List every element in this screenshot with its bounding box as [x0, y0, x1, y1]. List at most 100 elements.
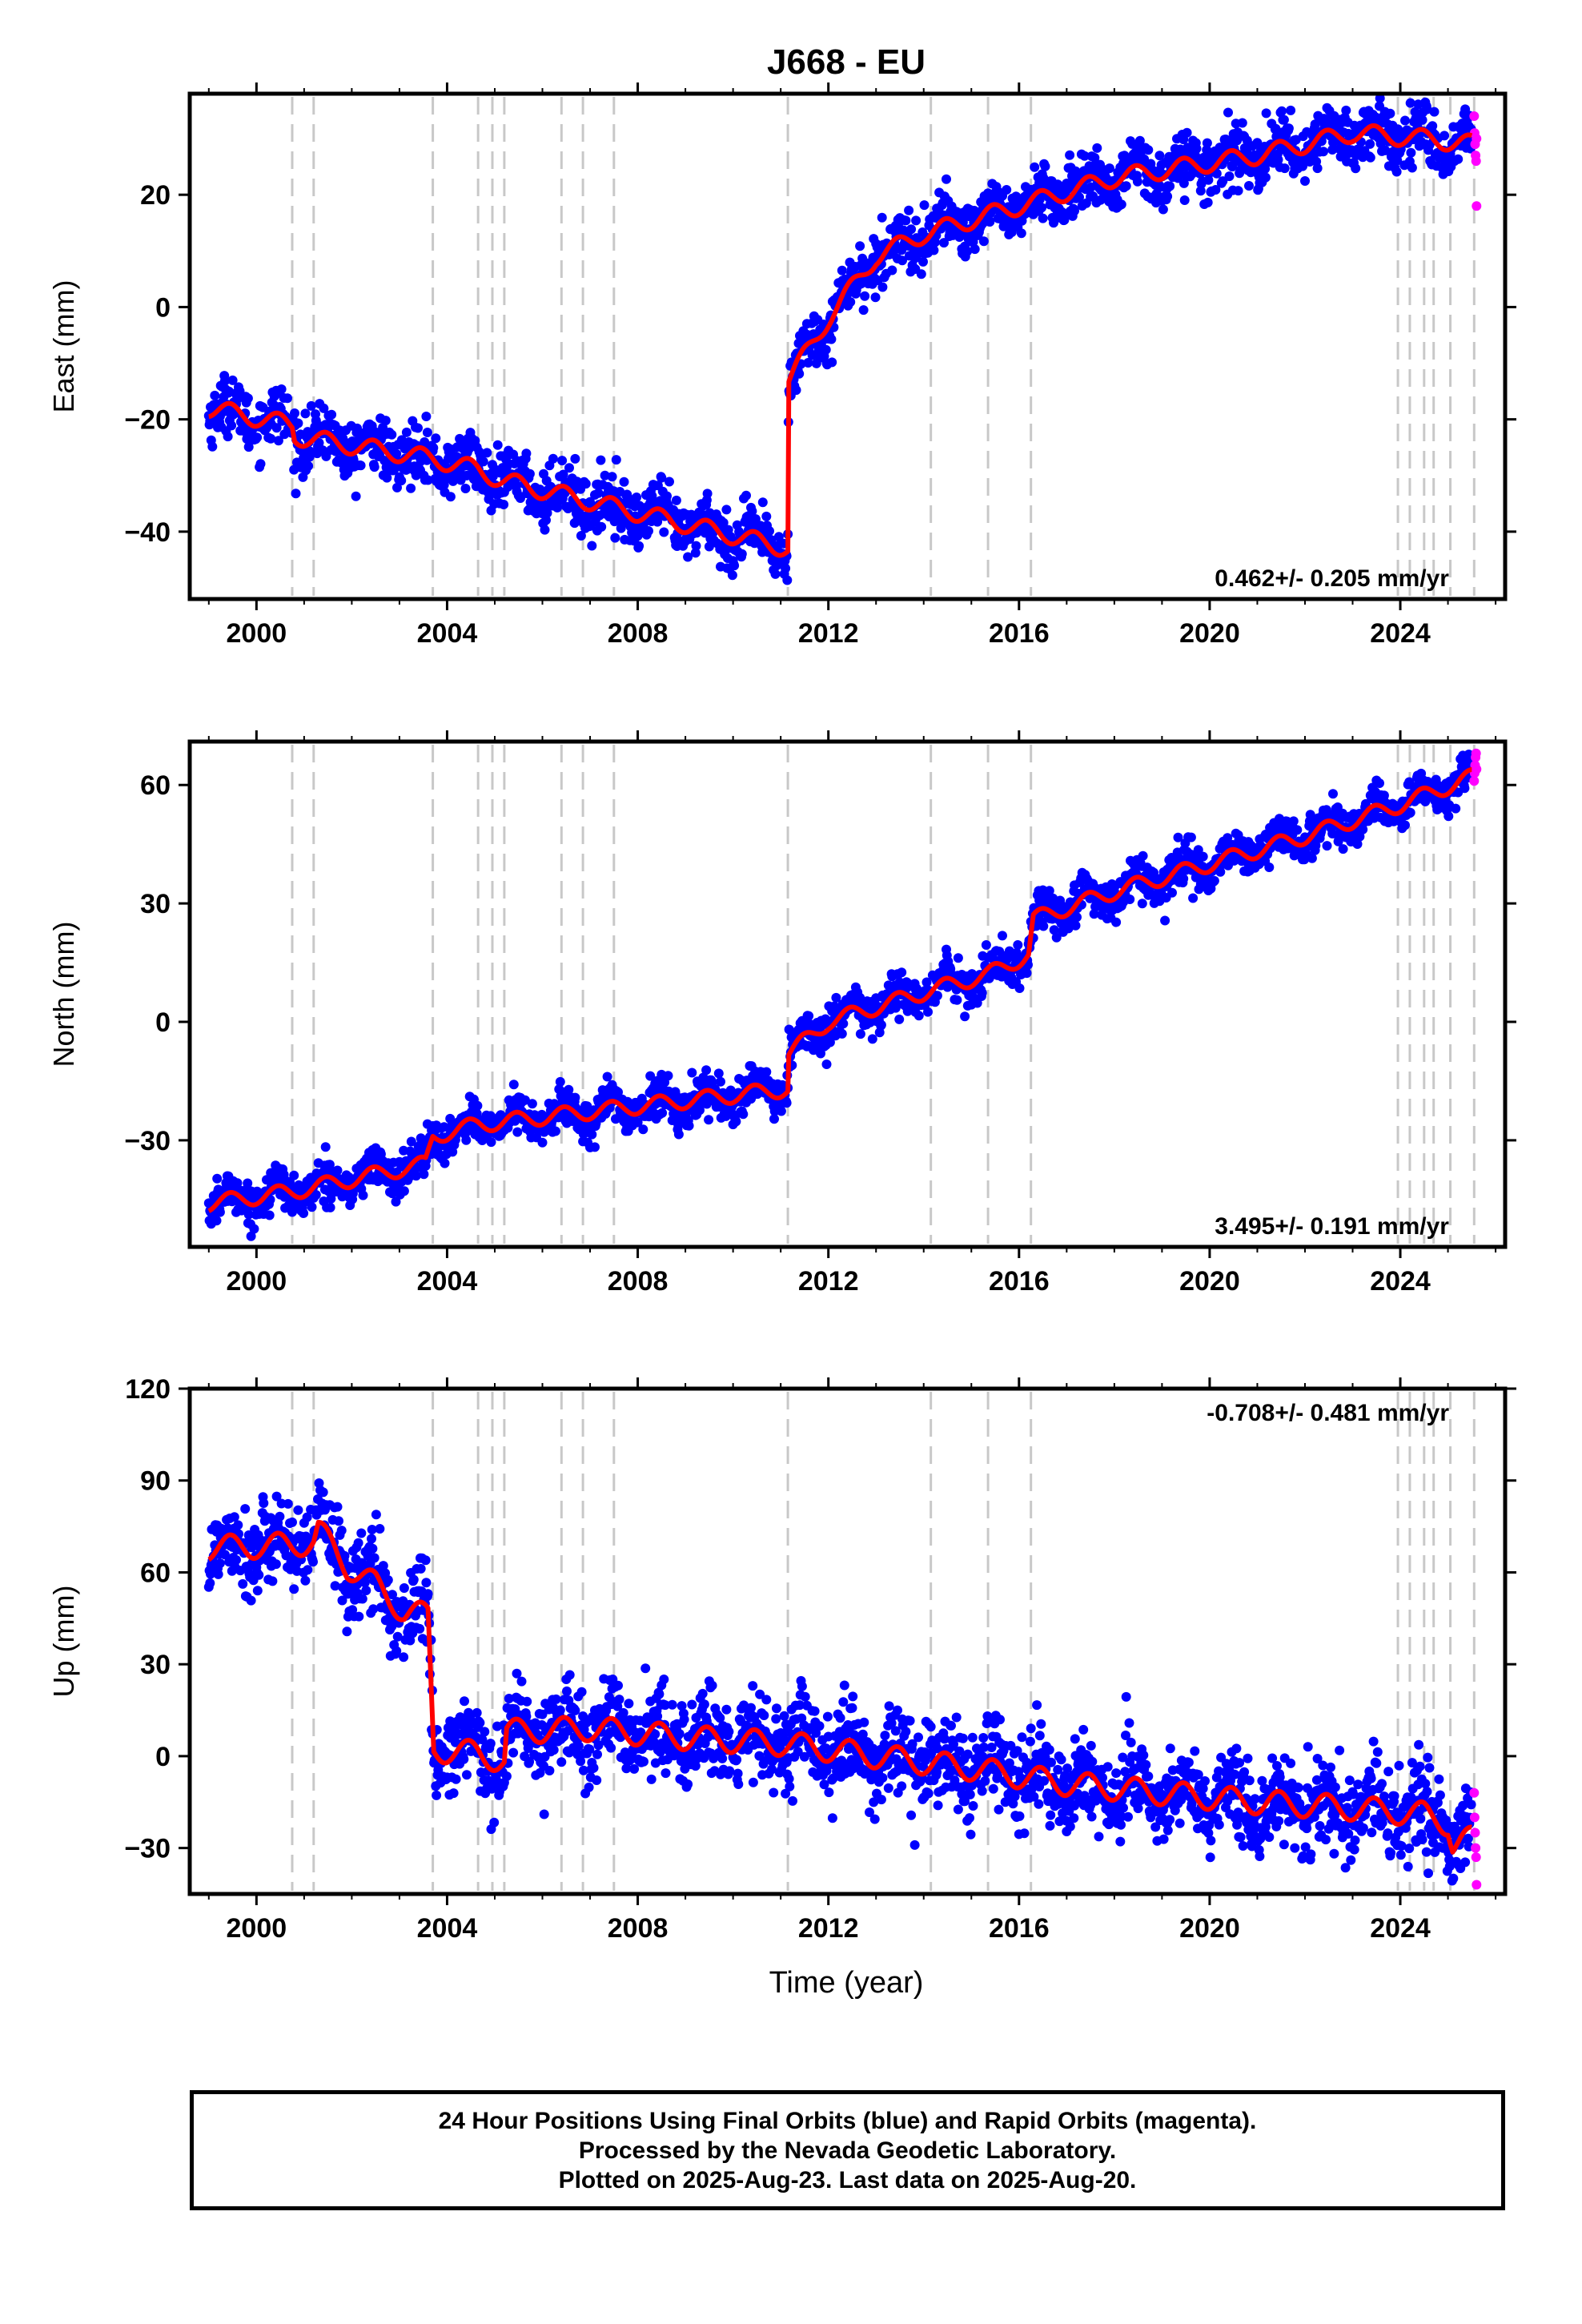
data-point	[227, 420, 237, 431]
rapid-data-point	[1471, 748, 1481, 758]
data-point	[757, 497, 768, 508]
data-point	[794, 368, 805, 379]
data-point	[1178, 178, 1189, 188]
data-point	[687, 1068, 697, 1078]
final-orbits-series	[203, 750, 1476, 1241]
data-point	[1191, 143, 1202, 154]
data-point	[913, 1011, 924, 1021]
data-point	[1273, 155, 1283, 165]
data-point	[1261, 108, 1271, 119]
data-point	[1209, 875, 1219, 886]
data-point	[527, 1099, 537, 1109]
data-point	[283, 393, 292, 404]
data-point	[911, 215, 921, 226]
data-point	[747, 506, 757, 517]
data-point	[432, 1790, 442, 1800]
x-tick-label: 2000	[227, 1266, 287, 1297]
data-point	[548, 453, 558, 464]
data-point	[287, 1517, 297, 1527]
data-point	[1407, 163, 1417, 173]
data-point	[761, 511, 772, 521]
data-point	[352, 423, 363, 433]
data-point	[985, 217, 995, 227]
data-point	[564, 463, 574, 473]
data-point	[542, 508, 552, 518]
data-point	[420, 1555, 431, 1566]
data-point	[1121, 181, 1131, 191]
data-point	[916, 269, 926, 279]
data-point	[919, 200, 930, 211]
data-point	[319, 403, 329, 413]
data-point	[607, 472, 617, 482]
data-point	[1379, 790, 1389, 801]
data-point	[264, 1210, 275, 1220]
data-point	[246, 1595, 256, 1606]
data-point	[826, 334, 837, 344]
data-point	[998, 931, 1007, 941]
data-point	[1279, 163, 1290, 174]
data-point	[537, 1137, 548, 1148]
data-point	[596, 455, 606, 465]
data-point	[353, 1538, 363, 1548]
data-point	[354, 1611, 364, 1622]
data-point	[970, 244, 980, 255]
up-panel: 2000 2004 2008 2012 2016 2020 2024−30030609012…	[47, 1374, 1516, 1944]
data-point	[1038, 921, 1049, 931]
data-point	[1460, 783, 1470, 794]
data-point	[300, 1575, 311, 1586]
data-point	[1074, 192, 1084, 203]
data-point	[1237, 118, 1247, 128]
data-point	[590, 1142, 600, 1152]
data-point	[659, 527, 669, 537]
data-point	[738, 1109, 749, 1120]
data-point	[267, 1576, 278, 1586]
data-point	[211, 1216, 222, 1226]
data-point	[634, 541, 644, 551]
data-point	[421, 412, 432, 421]
data-point	[978, 236, 989, 247]
data-point	[307, 1202, 317, 1212]
data-point	[600, 470, 610, 480]
data-point	[276, 384, 287, 394]
data-point	[610, 533, 620, 543]
data-point	[1292, 825, 1303, 835]
y-tick-label: 0	[155, 1007, 171, 1038]
data-point	[855, 1029, 865, 1039]
data-point	[361, 1586, 371, 1595]
data-point	[1143, 145, 1154, 155]
data-point	[845, 297, 856, 308]
data-point	[673, 1129, 684, 1140]
data-point	[1338, 844, 1348, 854]
data-point	[392, 482, 402, 493]
data-point	[729, 561, 740, 571]
y-tick-label: −20	[124, 405, 171, 436]
data-point	[1288, 816, 1299, 826]
data-point	[243, 393, 253, 404]
data-point	[1405, 807, 1415, 818]
data-point	[485, 1739, 496, 1749]
data-point	[293, 418, 303, 428]
data-point	[1252, 138, 1263, 148]
data-point	[252, 1586, 263, 1596]
data-point	[399, 1186, 409, 1196]
data-point	[482, 448, 492, 458]
east-panel: 2000 2004 2008 2012 2016 2020 2024−40−20020Eas…	[47, 82, 1516, 649]
data-point	[906, 224, 917, 235]
data-point	[1195, 186, 1206, 196]
data-point	[219, 376, 230, 386]
data-point	[419, 1169, 429, 1180]
data-point	[593, 488, 604, 498]
y-tick-label: 60	[140, 770, 171, 801]
data-point	[855, 241, 865, 251]
data-point	[369, 462, 379, 472]
data-point	[827, 357, 837, 368]
data-point	[960, 1011, 970, 1022]
plot-frame	[187, 91, 1508, 601]
data-point	[665, 476, 674, 487]
data-point	[1365, 152, 1375, 163]
x-tick-label: 2016	[989, 1266, 1050, 1297]
data-point	[773, 532, 784, 542]
data-point	[704, 1115, 714, 1125]
data-point	[356, 1528, 367, 1538]
data-point	[716, 1076, 725, 1087]
